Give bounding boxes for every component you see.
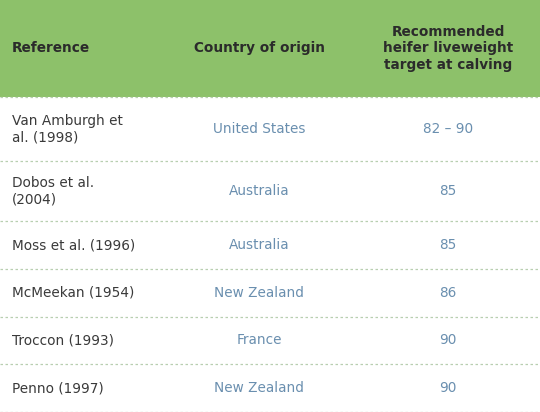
- Text: Moss et al. (1996): Moss et al. (1996): [12, 238, 135, 252]
- Text: Australia: Australia: [229, 184, 289, 198]
- Text: McMeekan (1954): McMeekan (1954): [12, 286, 134, 300]
- Bar: [0, 0, 540, 97]
- Text: Dobos et al.
(2004): Dobos et al. (2004): [12, 176, 94, 206]
- Text: Reference: Reference: [12, 42, 90, 55]
- Text: 85: 85: [440, 184, 457, 198]
- Text: Australia: Australia: [229, 238, 289, 252]
- Text: 90: 90: [440, 333, 457, 347]
- Text: 82 – 90: 82 – 90: [423, 122, 473, 136]
- Text: Van Amburgh et
al. (1998): Van Amburgh et al. (1998): [12, 114, 123, 144]
- Text: 86: 86: [440, 286, 457, 300]
- Text: Penno (1997): Penno (1997): [12, 381, 104, 395]
- Text: New Zealand: New Zealand: [214, 286, 304, 300]
- Text: Country of origin: Country of origin: [194, 42, 325, 55]
- Text: New Zealand: New Zealand: [214, 381, 304, 395]
- Text: Troccon (1993): Troccon (1993): [12, 333, 114, 347]
- Text: 90: 90: [440, 381, 457, 395]
- Text: United States: United States: [213, 122, 306, 136]
- Text: Recommended
heifer liveweight
target at calving: Recommended heifer liveweight target at …: [383, 25, 514, 72]
- Text: France: France: [237, 333, 282, 347]
- Text: 85: 85: [440, 238, 457, 252]
